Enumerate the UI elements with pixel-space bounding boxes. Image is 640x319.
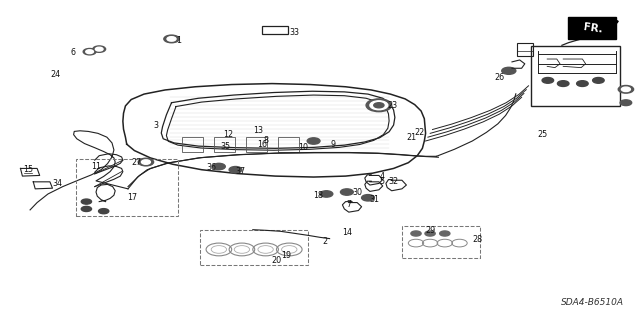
Bar: [76, 159, 178, 216]
Text: 34: 34: [52, 179, 63, 188]
Text: 9: 9: [330, 140, 335, 149]
Text: 32: 32: [388, 177, 398, 186]
Text: 36: 36: [206, 163, 216, 172]
Text: FR.: FR.: [582, 22, 603, 34]
Circle shape: [425, 231, 435, 236]
Bar: [262, 26, 288, 34]
Circle shape: [370, 101, 388, 110]
Text: 18: 18: [313, 191, 323, 200]
Circle shape: [167, 37, 176, 41]
Circle shape: [397, 135, 407, 140]
Text: 15: 15: [23, 165, 33, 174]
Text: 19: 19: [281, 251, 291, 260]
Text: 11: 11: [91, 162, 101, 171]
Bar: [517, 43, 533, 56]
Circle shape: [502, 67, 516, 74]
Text: 20: 20: [271, 256, 282, 265]
Circle shape: [320, 191, 333, 197]
Circle shape: [404, 129, 415, 134]
Circle shape: [362, 195, 374, 201]
Text: 30: 30: [352, 189, 362, 197]
Bar: [214, 137, 235, 152]
Text: 5: 5: [380, 177, 385, 186]
Circle shape: [86, 50, 93, 54]
Text: 13: 13: [253, 126, 263, 135]
Text: 17: 17: [127, 193, 138, 202]
Text: 2: 2: [323, 237, 328, 246]
Circle shape: [366, 99, 392, 112]
Text: 12: 12: [223, 130, 233, 139]
Text: 8: 8: [264, 136, 269, 145]
Bar: [531, 46, 620, 106]
Text: 6: 6: [70, 48, 76, 57]
Text: 26: 26: [494, 73, 504, 82]
Circle shape: [83, 48, 96, 55]
Text: 23: 23: [387, 101, 397, 110]
Circle shape: [212, 163, 225, 170]
Text: SDA4-B6510A: SDA4-B6510A: [561, 298, 624, 307]
Text: 14: 14: [342, 228, 353, 237]
Text: 21: 21: [406, 133, 417, 142]
Circle shape: [440, 231, 450, 236]
Text: 22: 22: [415, 128, 425, 137]
Circle shape: [542, 78, 554, 83]
Bar: [568, 17, 616, 39]
Text: 3: 3: [154, 121, 159, 130]
Text: 37: 37: [236, 167, 246, 176]
Circle shape: [577, 81, 588, 86]
Circle shape: [229, 167, 242, 173]
Bar: [402, 226, 480, 258]
Text: 27: 27: [132, 158, 142, 167]
Bar: [278, 137, 299, 152]
Circle shape: [95, 47, 103, 51]
Bar: [200, 230, 308, 265]
Text: 10: 10: [298, 143, 308, 152]
Circle shape: [93, 46, 106, 52]
Circle shape: [340, 189, 353, 195]
Text: 28: 28: [472, 235, 483, 244]
Circle shape: [138, 158, 154, 166]
Text: 16: 16: [257, 140, 268, 149]
Text: 33: 33: [289, 28, 300, 37]
Text: 7: 7: [346, 200, 351, 209]
Circle shape: [307, 138, 320, 144]
Circle shape: [374, 103, 384, 108]
Text: 25: 25: [537, 130, 547, 139]
Text: 24: 24: [51, 70, 61, 78]
Text: 1: 1: [176, 36, 181, 45]
Text: 31: 31: [370, 195, 380, 204]
Bar: [246, 137, 267, 152]
Circle shape: [99, 209, 109, 214]
Circle shape: [411, 231, 421, 236]
Circle shape: [618, 85, 634, 93]
Circle shape: [620, 100, 632, 106]
Text: 4: 4: [380, 172, 385, 181]
Circle shape: [621, 87, 630, 92]
Circle shape: [593, 78, 604, 83]
Circle shape: [81, 206, 92, 211]
Circle shape: [164, 35, 179, 43]
Text: 29: 29: [426, 226, 436, 235]
Circle shape: [81, 199, 92, 204]
Circle shape: [141, 160, 150, 164]
Text: 35: 35: [220, 142, 230, 151]
Bar: [182, 137, 203, 152]
Circle shape: [557, 81, 569, 86]
